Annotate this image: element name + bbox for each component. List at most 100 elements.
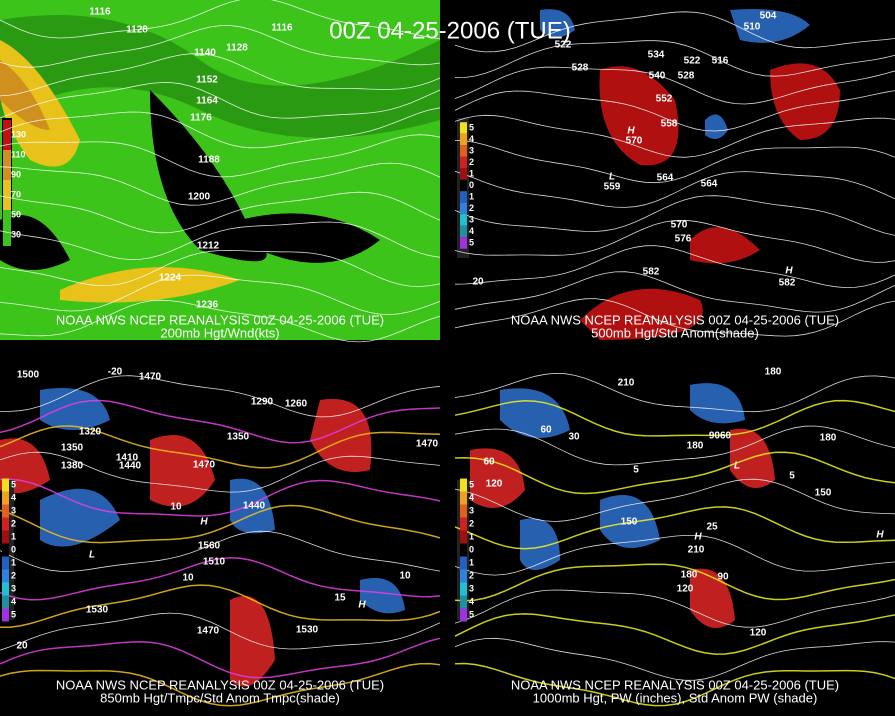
colorbar-swatch <box>460 191 467 203</box>
contour-label: 1116 <box>89 7 111 18</box>
colorbar <box>3 180 11 210</box>
colorbar-label: 30 <box>11 229 21 239</box>
contour-label: 25 <box>706 522 718 533</box>
contour-label: 20 <box>472 277 484 288</box>
colorbar-swatch <box>460 168 467 180</box>
colorbar-label: 1 <box>11 531 16 541</box>
contour-label: 180 <box>687 441 704 452</box>
pressure-center: H <box>876 530 884 541</box>
contour-line <box>0 637 441 679</box>
contour-label: 10 <box>170 502 182 513</box>
colorbar <box>3 120 11 150</box>
contour-line <box>0 221 441 261</box>
contour-label: 504 <box>760 11 777 22</box>
colorbar <box>3 210 11 246</box>
contour-line <box>454 66 895 105</box>
contour-label: 1530 <box>86 605 109 616</box>
colorbar-label: 130 <box>11 129 26 139</box>
contour-label: 1290 <box>251 397 274 408</box>
contour-label: 210 <box>618 378 635 389</box>
colorbar-swatch <box>460 556 467 570</box>
contour-line <box>454 271 895 313</box>
contour-line <box>454 613 895 655</box>
colorbar-label: 4 <box>11 492 16 502</box>
contour-label: 30 <box>568 432 580 443</box>
colorbar-label: 4 <box>11 596 16 606</box>
contour-label: 90 <box>717 572 729 583</box>
colorbar-label: 90 <box>11 169 21 179</box>
panel-caption: NOAA NWS NCEP REANALYSIS 00Z 04-25-2006 … <box>511 677 839 692</box>
contour-label: 1410 <box>116 453 139 464</box>
anomaly-negative <box>360 578 405 614</box>
contour-label: 15 <box>334 593 346 604</box>
contour-label: 180 <box>681 570 698 581</box>
contour-label: 180 <box>765 367 782 378</box>
colorbar-swatch <box>460 133 467 146</box>
colorbar-label: 3 <box>469 145 474 155</box>
colorbar-label: 5 <box>11 479 16 489</box>
colorbar-label: 3 <box>469 583 474 593</box>
colorbar-label: 2 <box>469 157 474 167</box>
panel-200mb <box>0 0 440 340</box>
contour-label: 1380 <box>61 461 84 472</box>
contour-line <box>454 425 895 466</box>
contour-label: 528 <box>572 63 589 74</box>
contour-label: 1236 <box>196 300 219 311</box>
contour-line <box>454 372 895 413</box>
contour-label: 1470 <box>193 460 216 471</box>
contour-line <box>454 478 895 522</box>
colorbar-swatch <box>460 156 467 169</box>
anomaly-positive <box>690 227 760 264</box>
contour-label: 1470 <box>197 626 220 637</box>
contour-label: 1176 <box>190 113 212 124</box>
contour-label: 558 <box>661 119 678 130</box>
colorbar-label: 50 <box>11 209 21 219</box>
colorbar-label: 0 <box>469 180 474 190</box>
contour-label: 516 <box>712 56 729 67</box>
colorbar-label: 2 <box>11 570 16 580</box>
panel-caption: NOAA NWS NCEP REANALYSIS 00Z 04-25-2006 … <box>511 312 839 327</box>
colorbar-swatch <box>460 214 467 226</box>
pressure-center: L <box>609 172 615 183</box>
colorbar-swatch <box>2 491 9 505</box>
pressure-center: L <box>89 550 95 561</box>
contour-line <box>0 162 441 206</box>
contour-label: 10 <box>182 573 194 584</box>
contour-line <box>454 195 895 236</box>
colorbar-swatch <box>460 237 467 249</box>
contour-line <box>0 530 441 572</box>
contour-line <box>454 114 895 158</box>
anomaly-negative <box>730 9 810 43</box>
contour-label: 552 <box>656 94 673 105</box>
colorbar-label: 3 <box>11 505 16 515</box>
colorbar-swatch <box>460 202 467 215</box>
contour-label: 1224 <box>159 273 182 284</box>
contour-label: 582 <box>779 278 796 289</box>
contour-label: 559 <box>604 182 621 193</box>
contour-label: 1510 <box>203 557 226 568</box>
calm-area <box>240 213 380 263</box>
colorbar-label: 3 <box>11 583 16 593</box>
colorbar-swatch <box>2 582 9 596</box>
colorbar-label: 5 <box>469 237 474 247</box>
contour-label: 1500 <box>17 370 40 381</box>
contour-line <box>454 506 895 550</box>
contour-label: 1116 <box>271 23 293 34</box>
contour-line <box>454 399 895 437</box>
panel-caption: 850mb Hgt/Tmpc/Std Anom Tmpc(shade) <box>100 690 340 705</box>
contour-line <box>0 662 441 707</box>
contour-label: 210 <box>688 545 705 556</box>
contour-label: 150 <box>815 488 832 499</box>
contour-line <box>0 478 441 517</box>
anomaly-negative <box>40 488 120 547</box>
contour-line <box>454 245 895 289</box>
colorbar-swatch <box>460 491 467 505</box>
colorbar-swatch <box>2 504 9 518</box>
colorbar-label: 3 <box>469 505 474 515</box>
pressure-center: H <box>200 517 208 528</box>
panel-caption: 200mb Hgt/Wnd(kts) <box>160 325 279 340</box>
contour-line <box>454 662 895 707</box>
contour-label: 5 <box>789 471 795 482</box>
contour-label: 1164 <box>196 96 218 107</box>
